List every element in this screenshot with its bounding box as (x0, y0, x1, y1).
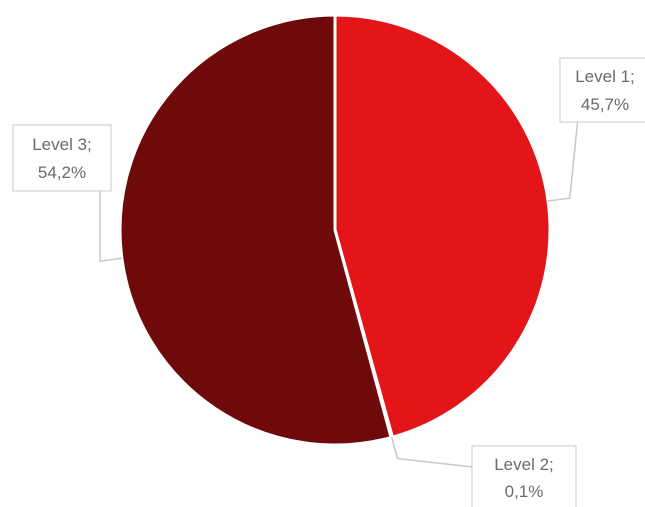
label-level-2-value: 0,1% (505, 482, 544, 501)
leader-line-level-2 (390, 437, 501, 471)
label-level-1-value: 45,7% (581, 95, 629, 114)
leader-lines (99, 97, 581, 471)
label-level-1-name: Level 1; (575, 67, 635, 86)
label-box-level-3 (12, 124, 112, 192)
label-level-3-name: Level 3; (32, 135, 92, 154)
pie-slices (118, 13, 552, 447)
leader-line-level-1 (547, 97, 581, 202)
label-level-1: Level 1; 45,7% (559, 57, 645, 123)
label-level-2: Level 2; 0,1% (471, 445, 577, 507)
label-box-level-2 (471, 445, 577, 507)
leader-line-level-3 (99, 179, 122, 263)
label-level-3-value: 54,2% (38, 163, 86, 182)
label-level-2-name: Level 2; (494, 455, 554, 474)
data-labels: Level 1; 45,7% Level 2; 0,1% Level 3; 54… (12, 57, 645, 507)
label-box-level-1 (559, 57, 645, 123)
label-level-3: Level 3; 54,2% (12, 124, 112, 192)
slice-level-1 (333, 13, 552, 439)
